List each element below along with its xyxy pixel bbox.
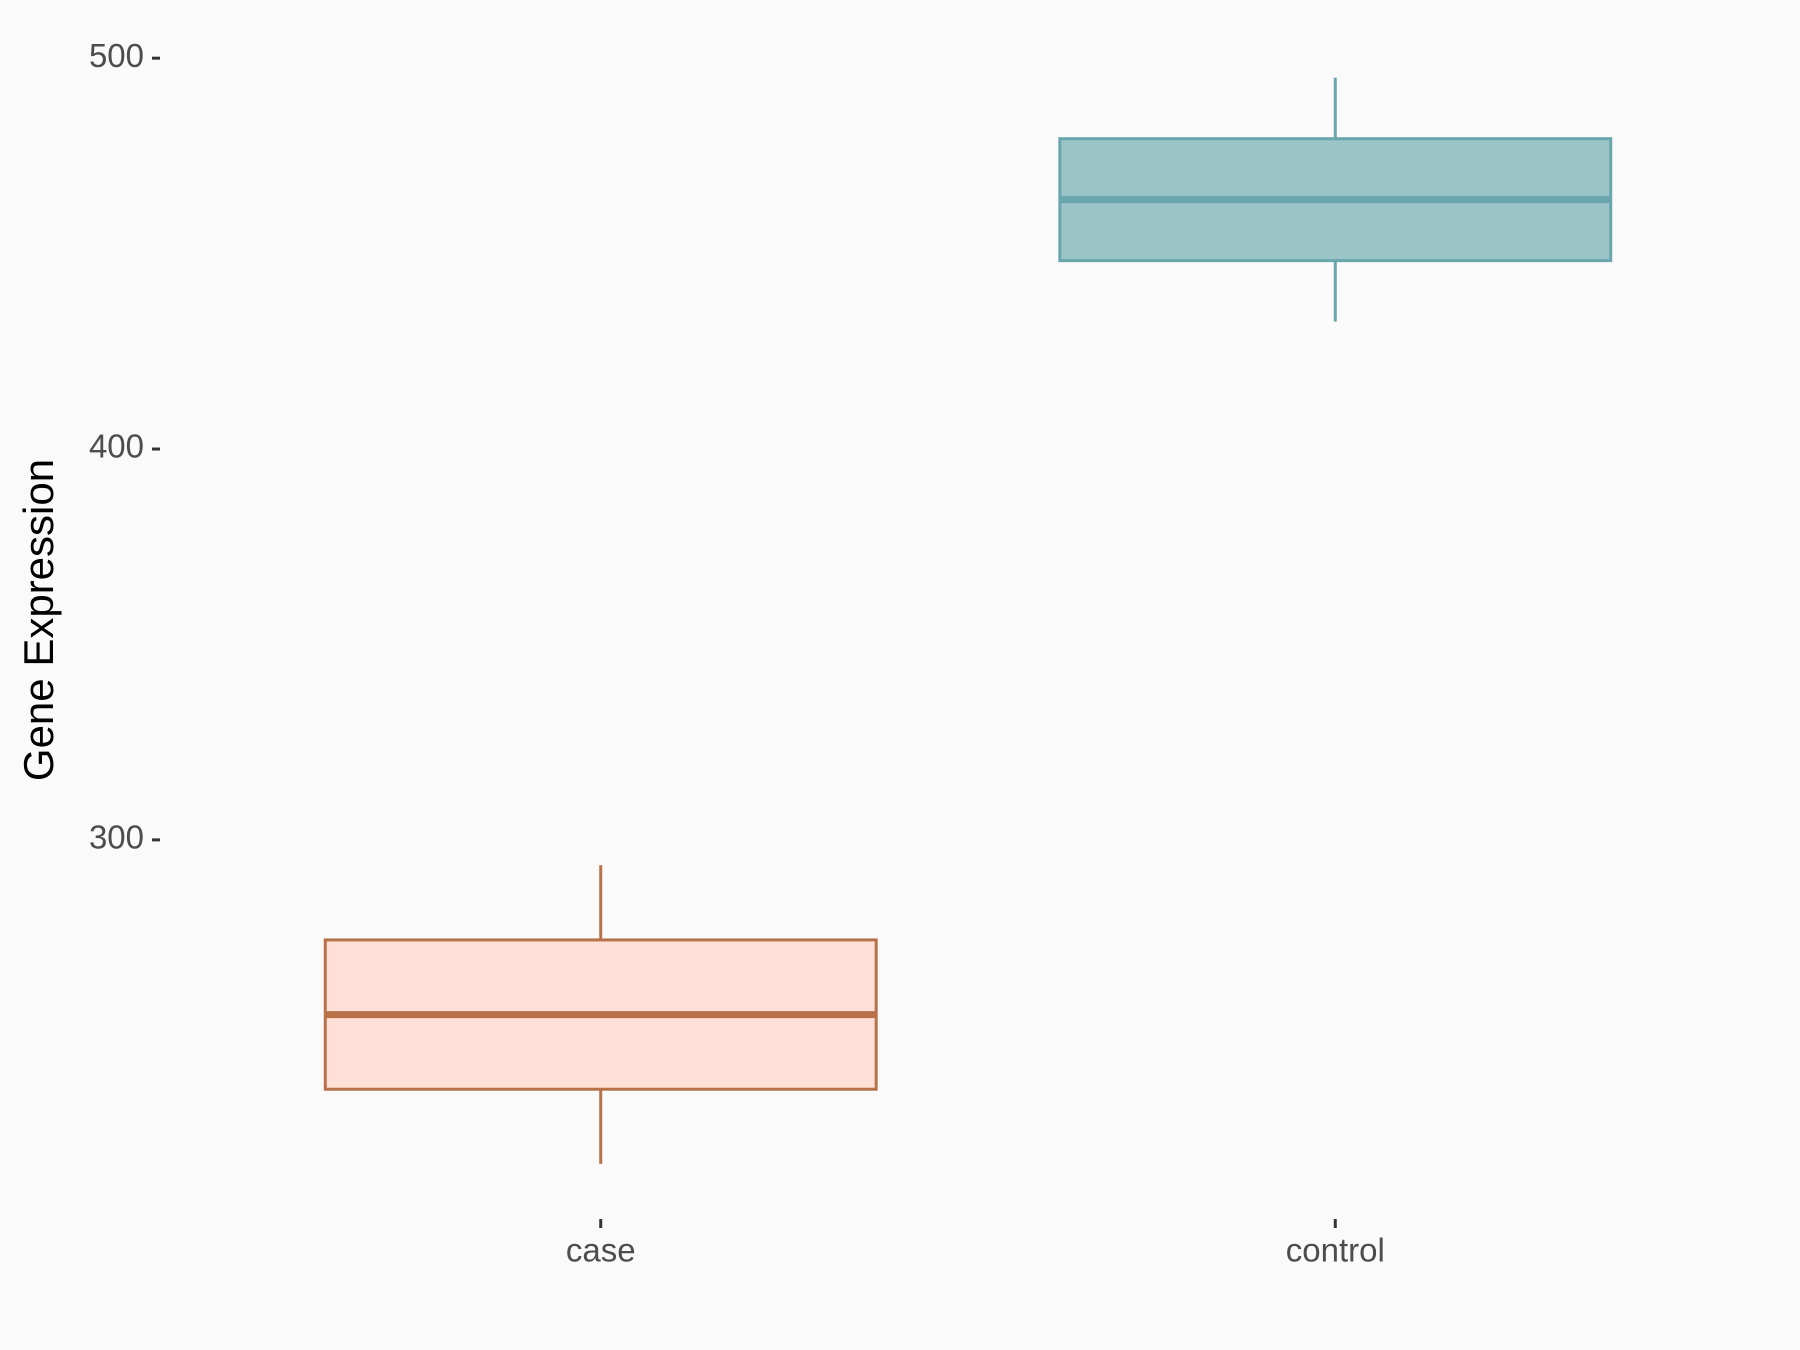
x-tick-label: control bbox=[1286, 1232, 1385, 1269]
y-tick-label: 400 bbox=[89, 428, 144, 465]
x-tick-label: case bbox=[566, 1232, 636, 1269]
y-tick-label: 300 bbox=[89, 819, 144, 856]
y-axis-label: Gene Expression bbox=[15, 459, 62, 781]
y-tick-label: 500 bbox=[89, 37, 144, 74]
